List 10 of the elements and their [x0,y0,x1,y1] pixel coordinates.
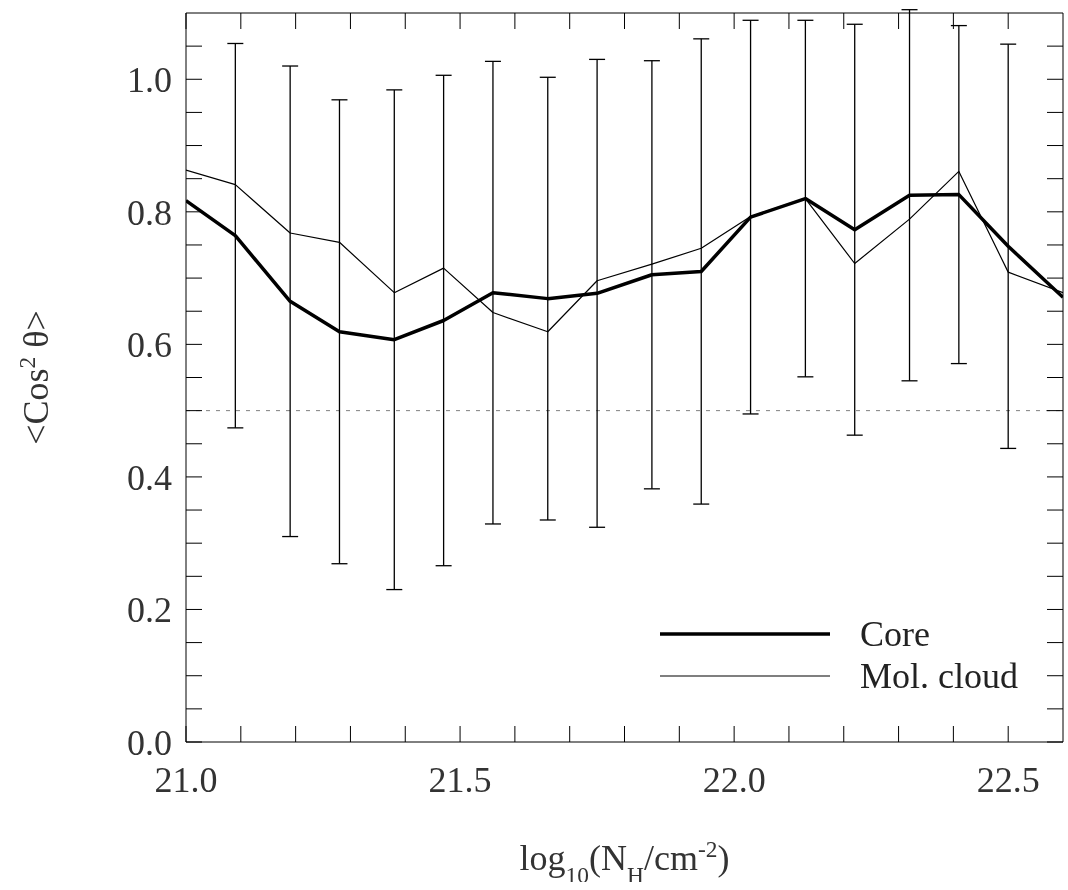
y-tick-label: 1.0 [127,60,172,101]
legend-label: Core [860,613,930,655]
x-tick-label: 21.5 [428,759,492,800]
x-tick-label: 22.0 [702,759,766,800]
y-tick-label: 0.4 [127,457,172,498]
x-tick-label: 22.5 [976,759,1040,800]
y-tick-label: 0.8 [127,192,172,233]
y-tick-label: 0.2 [127,590,172,631]
y-tick-label: 0.6 [127,325,172,366]
legend-label: Mol. cloud [860,655,1018,697]
